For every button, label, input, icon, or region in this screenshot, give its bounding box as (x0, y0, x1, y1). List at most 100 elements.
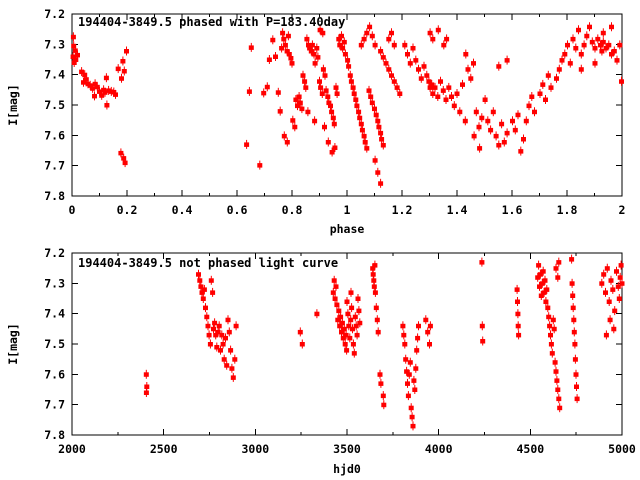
data-point (284, 137, 291, 147)
data-point (448, 91, 455, 102)
data-point (548, 82, 554, 93)
data-point (228, 363, 235, 374)
data-point (427, 27, 434, 38)
data-point (573, 381, 580, 392)
data-point (598, 278, 605, 289)
data-points (143, 254, 625, 431)
data-point (248, 42, 255, 53)
data-point (374, 167, 381, 178)
data-point (115, 63, 122, 74)
data-point (404, 49, 411, 59)
y-axis-label: I[mag] (6, 323, 20, 365)
data-point (279, 27, 286, 38)
data-point (429, 33, 436, 44)
data-point (363, 27, 370, 38)
data-point (478, 257, 485, 268)
data-point (493, 130, 500, 141)
y-tick-label: 7.4 (44, 68, 65, 82)
data-point (467, 73, 474, 84)
data-point (372, 39, 379, 50)
data-point (495, 61, 502, 72)
data-point (223, 360, 230, 371)
data-point (350, 339, 357, 349)
data-point (404, 378, 411, 389)
data-point (313, 308, 320, 319)
data-point (275, 87, 282, 98)
data-point (380, 399, 387, 410)
data-point (408, 402, 415, 413)
data-point (614, 55, 620, 66)
data-point (553, 263, 559, 274)
data-point (321, 121, 328, 132)
x-tick-label: 0.6 (227, 203, 248, 217)
data-point (539, 79, 546, 90)
data-point (246, 86, 253, 97)
data-point (547, 329, 554, 340)
data-point (385, 64, 392, 75)
data-point (459, 79, 466, 90)
data-point (514, 296, 521, 307)
data-point (571, 326, 578, 337)
data-point (607, 314, 614, 325)
y-tick-label: 7.6 (44, 128, 65, 142)
data-point (277, 106, 284, 117)
data-point (462, 49, 469, 59)
data-point (227, 345, 234, 356)
data-point (606, 296, 613, 307)
data-point (592, 58, 598, 69)
data-point (592, 43, 598, 53)
data-point (535, 260, 542, 271)
data-point (203, 311, 210, 322)
data-point (445, 82, 452, 93)
data-point (479, 320, 486, 331)
data-point (504, 55, 511, 66)
data-point (434, 91, 441, 102)
x-tick-label: 1 (344, 203, 351, 217)
data-point (608, 275, 614, 286)
data-point (372, 155, 379, 166)
data-point (344, 308, 351, 319)
data-point (391, 76, 398, 87)
data-point (266, 54, 273, 65)
data-point (471, 130, 478, 141)
data-point (410, 375, 417, 386)
data-point (375, 326, 382, 337)
x-tick-label: 2 (619, 203, 626, 217)
data-points (70, 21, 625, 189)
data-point (548, 339, 555, 349)
data-point (299, 339, 306, 349)
data-point (426, 339, 433, 349)
data-point (424, 326, 431, 337)
data-point (281, 130, 288, 141)
data-point (143, 387, 150, 398)
data-point (372, 287, 379, 298)
data-point (206, 329, 213, 340)
data-point (427, 320, 434, 331)
data-point (216, 320, 223, 331)
data-point (316, 76, 323, 87)
data-point (264, 81, 271, 92)
x-tick-label: 0.2 (117, 203, 138, 217)
data-point (528, 91, 535, 102)
data-point (498, 118, 505, 129)
data-point (495, 140, 502, 150)
data-point (570, 302, 577, 313)
data-point (437, 76, 444, 87)
y-tick-label: 7.5 (44, 98, 65, 112)
data-point (391, 39, 398, 50)
data-point (583, 30, 590, 41)
data-point (570, 314, 577, 325)
data-point (371, 281, 378, 292)
data-point (233, 320, 240, 331)
data-point (574, 393, 581, 404)
data-point (344, 296, 350, 307)
data-point (490, 106, 497, 117)
data-point (333, 82, 339, 93)
data-point (618, 76, 625, 87)
data-point (388, 27, 395, 38)
data-point (407, 58, 414, 69)
data-point (334, 88, 341, 99)
data-point (487, 124, 494, 135)
data-point (377, 369, 383, 380)
data-point (465, 64, 471, 75)
